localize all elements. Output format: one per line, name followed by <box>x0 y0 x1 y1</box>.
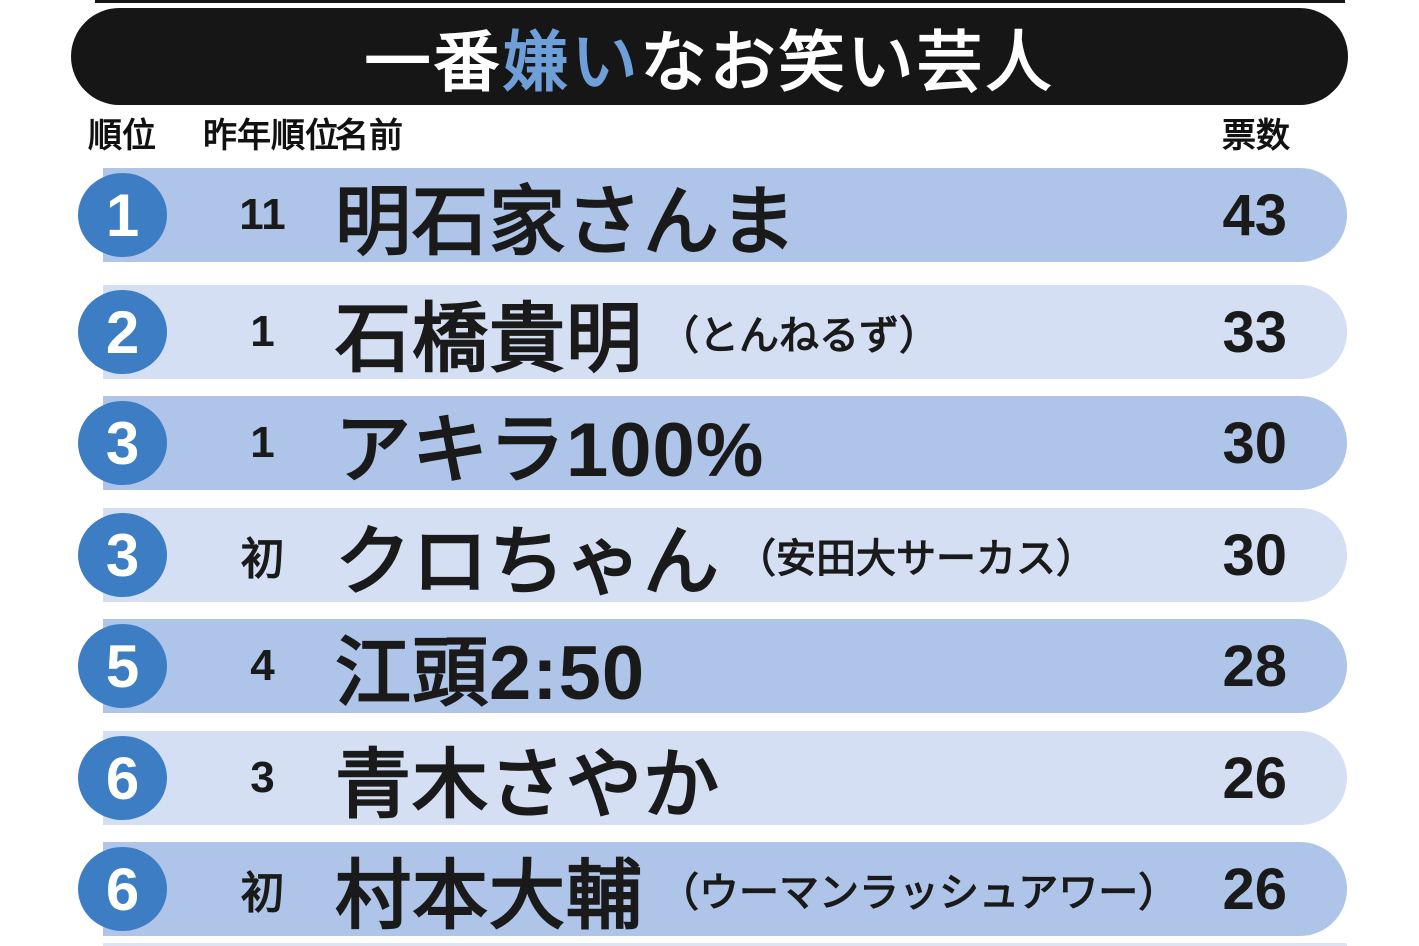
comedian-name: 村本大輔 <box>335 854 643 939</box>
top-cutoff-line <box>95 0 1345 3</box>
ranking-row-3: 3 1 アキラ100% 30 <box>0 396 1419 493</box>
ranking-row-2: 2 1 石橋貴明 （とんねるず） 33 <box>0 285 1419 382</box>
rank-number: 6 <box>105 744 140 812</box>
comedian-name: 明石家さんま <box>335 180 797 265</box>
page-title: 一番嫌いなお笑い芸人 <box>365 9 1055 105</box>
comedian-name-wrap: 石橋貴明 （とんねるず） <box>335 285 939 382</box>
group-name: （とんねるず） <box>659 314 939 358</box>
group-name: （安田大サーカス） <box>736 537 1096 581</box>
ranking-row-1: 1 11 明石家さんま 43 <box>0 168 1419 265</box>
vote-count: 30 <box>1222 522 1287 588</box>
column-header-prev-rank: 昨年順位 <box>203 117 339 155</box>
row-background-bar <box>103 396 1347 490</box>
rank-badge: 5 <box>78 624 167 708</box>
prev-rank: 1 <box>250 307 275 356</box>
vote-count: 33 <box>1222 299 1287 365</box>
vote-count: 26 <box>1222 745 1287 811</box>
comedian-name-wrap: 江頭2:50 <box>335 619 661 716</box>
row-background-bar <box>103 285 1347 379</box>
prev-rank: 4 <box>250 641 275 690</box>
group-name: （ウーマンラッシュアワー） <box>659 871 1179 915</box>
rank-badge: 6 <box>78 736 167 820</box>
rank-number: 5 <box>105 632 140 700</box>
title-post: なお笑い芸人 <box>640 24 1055 99</box>
comedian-name: クロちゃん <box>335 520 720 605</box>
row-background-bar <box>103 842 1347 936</box>
comedian-name-wrap: 明石家さんま <box>335 168 813 265</box>
comedian-name-wrap: 青木さやか <box>335 731 736 828</box>
rank-number: 1 <box>105 181 140 249</box>
row-background-bar <box>103 168 1347 262</box>
comedian-name: 江頭2:50 <box>335 631 646 716</box>
row-background-bar <box>103 508 1347 602</box>
comedian-name-wrap: クロちゃん （安田大サーカス） <box>335 508 1096 605</box>
prev-rank: 初 <box>240 869 285 918</box>
prev-rank: 3 <box>250 753 275 802</box>
title-highlight: 嫌い <box>502 24 641 99</box>
rank-badge: 3 <box>78 513 167 597</box>
row-background-bar <box>103 619 1347 713</box>
prev-rank: 初 <box>240 535 285 584</box>
rank-number: 6 <box>105 855 140 923</box>
rank-badge: 1 <box>78 173 167 257</box>
prev-rank: 1 <box>250 418 275 467</box>
comedian-name-wrap: 村本大輔 （ウーマンラッシュアワー） <box>335 842 1179 939</box>
ranking-row-6: 6 3 青木さやか 26 <box>0 731 1419 828</box>
ranking-row-5: 5 4 江頭2:50 28 <box>0 619 1419 716</box>
rank-badge: 6 <box>78 847 167 931</box>
ranking-row-4: 3 初 クロちゃん （安田大サーカス） 30 <box>0 508 1419 605</box>
ranking-row-7: 6 初 村本大輔 （ウーマンラッシュアワー） 26 <box>0 842 1419 939</box>
column-header-rank: 順位 <box>88 117 156 155</box>
vote-count: 43 <box>1222 182 1287 248</box>
comedian-name: 石橋貴明 <box>335 297 643 382</box>
row-background-bar <box>103 731 1347 825</box>
rank-badge: 3 <box>78 401 167 485</box>
comedian-name-wrap: アキラ100% <box>335 396 780 493</box>
vote-count: 26 <box>1222 856 1287 922</box>
vote-count: 28 <box>1222 633 1287 699</box>
rank-number: 3 <box>105 521 140 589</box>
title-pre: 一番 <box>364 24 503 99</box>
column-header-name: 名前 <box>335 117 403 155</box>
rank-number: 2 <box>105 298 140 366</box>
vote-count: 30 <box>1222 410 1287 476</box>
bottom-cutoff-line <box>103 943 1347 946</box>
comedian-name: アキラ100% <box>335 408 765 493</box>
rank-number: 3 <box>105 409 140 477</box>
column-header-votes: 票数 <box>1222 117 1290 155</box>
column-headers: 順位 昨年順位 名前 票数 <box>0 112 1419 162</box>
rank-badge: 2 <box>78 290 167 374</box>
comedian-name: 青木さやか <box>335 743 720 828</box>
prev-rank: 11 <box>239 190 286 239</box>
title-banner: 一番嫌いなお笑い芸人 <box>71 8 1348 105</box>
